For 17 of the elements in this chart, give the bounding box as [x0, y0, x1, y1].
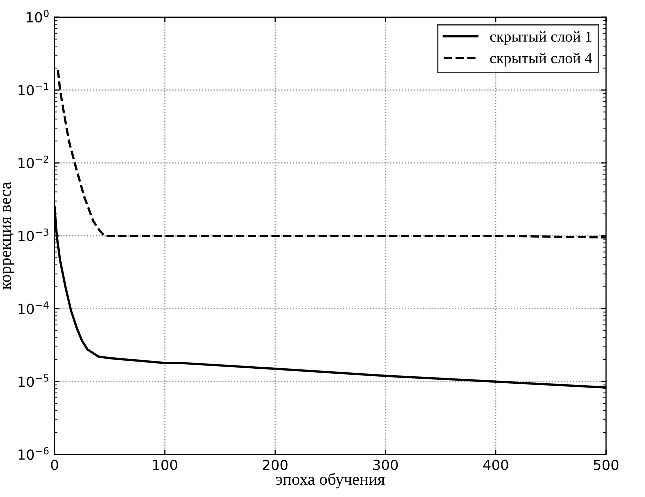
- x-tick-label: 200: [263, 460, 288, 470]
- x-tick-label: 0: [51, 460, 58, 470]
- legend-label: скрытый слой 1: [490, 31, 592, 46]
- y-axis-title: коррекция веса: [3, 182, 15, 290]
- x-tick-label: 500: [594, 460, 619, 470]
- legend-label: скрытый слой 4: [490, 52, 592, 67]
- y-tick-label: 10$^{−6}$: [18, 447, 49, 460]
- y-tick-label: 10$^{−5}$: [18, 374, 49, 388]
- y-tick-label: 10$^{−2}$: [18, 156, 48, 169]
- x-tick-label: 400: [483, 460, 508, 470]
- y-tick-label: 10$^{−4}$: [18, 302, 49, 314]
- x-tick-label: 300: [374, 460, 398, 470]
- x-tick-label: 100: [153, 460, 178, 470]
- y-tick-label: 10$^{−3}$: [18, 228, 49, 242]
- y-tick-label: 10$^{−1}$: [18, 83, 49, 96]
- x-axis-title: эпоха обучения: [276, 473, 385, 489]
- y-tick-label: 10$^{0}$: [27, 10, 49, 23]
